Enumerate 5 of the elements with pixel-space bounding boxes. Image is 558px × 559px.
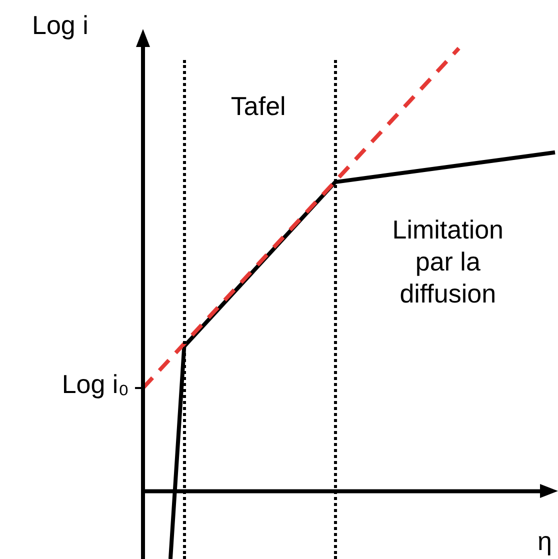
annotation: Tafel [230,91,286,122]
annotation: Limitation par la diffusion [392,214,504,308]
x-axis-title: η [538,526,552,557]
y-axis-title: Log i [32,10,88,41]
text: Log i₀ [62,369,129,400]
